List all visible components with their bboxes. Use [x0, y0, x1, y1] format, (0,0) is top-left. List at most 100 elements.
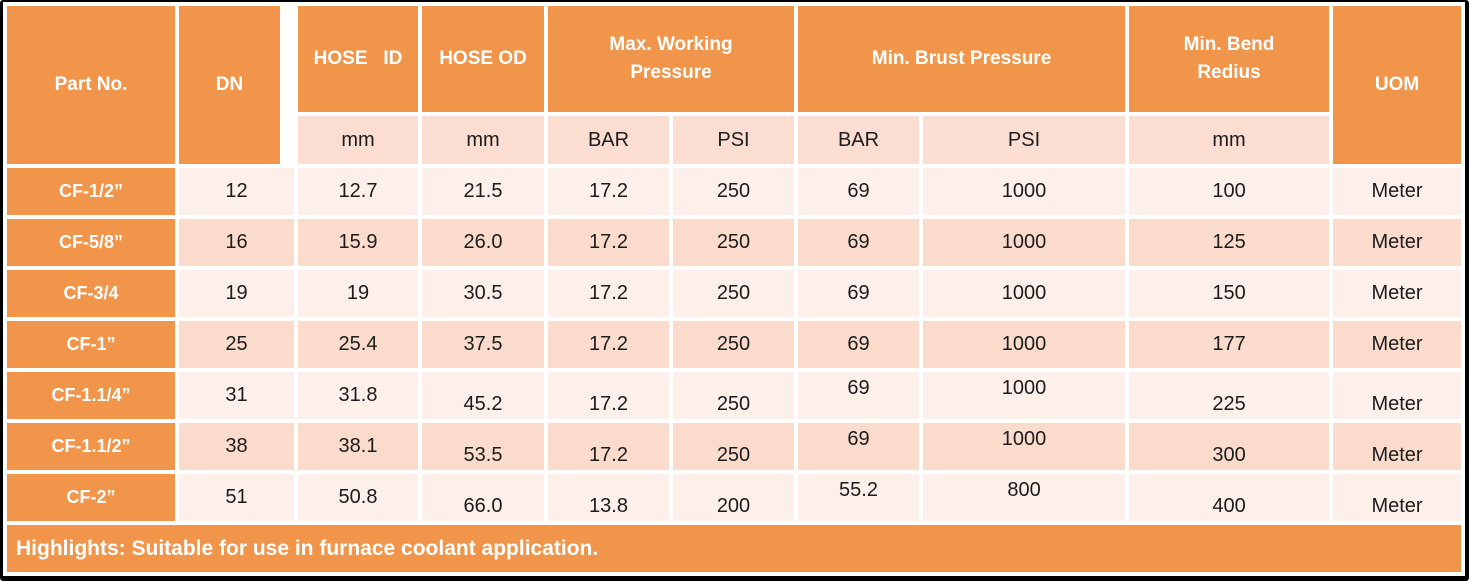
data-cell: 26.0 [422, 219, 544, 266]
col-header-min-brust-pressure: Min. Brust Pressure [798, 6, 1126, 112]
table-footer: Highlights: Suitable for use in furnace … [7, 525, 1462, 572]
data-cell: 53.5 [422, 423, 544, 470]
footer-row: Highlights: Suitable for use in furnace … [7, 525, 1462, 572]
data-cell: 50.8 [298, 474, 418, 521]
data-cell: 100 [1129, 168, 1330, 215]
data-cell: 1000 [923, 270, 1126, 317]
data-cell: Meter [1333, 423, 1462, 470]
part-no-cell: CF-1.1/4” [7, 372, 175, 419]
col-header-uom: UOM [1333, 6, 1462, 164]
unit-mbp-bar: BAR [798, 116, 920, 164]
data-cell: 1000 [923, 372, 1126, 419]
data-cell: 19 [298, 270, 418, 317]
data-cell: 31 [179, 372, 294, 419]
col-header-part-no: Part No. [7, 6, 175, 164]
unit-bend-radius: mm [1129, 116, 1330, 164]
data-cell: 1000 [923, 321, 1126, 368]
part-no-cell: CF-3/4 [7, 270, 175, 317]
data-cell: 1000 [923, 168, 1126, 215]
data-cell: 69 [798, 423, 920, 470]
data-cell: Meter [1333, 270, 1462, 317]
unit-mbp-psi: PSI [923, 116, 1126, 164]
data-cell: 225 [1129, 372, 1330, 419]
data-cell: Meter [1333, 372, 1462, 419]
data-cell: 177 [1129, 321, 1330, 368]
data-cell: 400 [1129, 474, 1330, 521]
data-cell: 38 [179, 423, 294, 470]
data-cell: Meter [1333, 219, 1462, 266]
part-no-cell: CF-2” [7, 474, 175, 521]
header-row: Part No. DN HOSE ID HOSE OD Max. Working… [7, 6, 1462, 164]
data-cell: 69 [798, 219, 920, 266]
part-no-cell: CF-1” [7, 321, 175, 368]
hose-spec-table: Part No. DN HOSE ID HOSE OD Max. Working… [3, 2, 1465, 576]
col-header-min-bend-redius: Min. Bend Redius [1129, 6, 1330, 112]
table-row: CF-5/8” 16 15.9 26.0 17.2 250 69 1000 125 Meter [7, 219, 1462, 266]
data-cell: 45.2 [422, 372, 544, 419]
data-cell: 16 [179, 219, 294, 266]
data-cell: 66.0 [422, 474, 544, 521]
data-cell: 69 [798, 168, 920, 215]
col-header-dn: DN [179, 6, 294, 164]
data-cell: 30.5 [422, 270, 544, 317]
unit-mwp-psi: PSI [673, 116, 795, 164]
table-body: CF-1/2” 12 12.7 21.5 17.2 250 69 1000 100 Meter CF… [7, 168, 1462, 521]
data-cell: 69 [798, 321, 920, 368]
col-header-hose-od: HOSE OD [422, 6, 544, 112]
data-cell: 125 [1129, 219, 1330, 266]
part-no-cell: CF-5/8” [7, 219, 175, 266]
data-cell: Meter [1333, 321, 1462, 368]
col-header-hose-id: HOSE ID [298, 6, 418, 112]
data-cell: 69 [798, 372, 920, 419]
data-cell: 17.2 [548, 423, 669, 470]
table-row: CF-3/4 19 19 30.5 17.2 250 69 1000 150 Meter [7, 270, 1462, 317]
unit-hose-id: mm [298, 116, 418, 164]
data-cell: 17.2 [548, 219, 669, 266]
data-cell: 12.7 [298, 168, 418, 215]
data-cell: 51 [179, 474, 294, 521]
data-cell: 1000 [923, 423, 1126, 470]
unit-hose-od: mm [422, 116, 544, 164]
col-header-max-working-pressure: Max. Working Pressure [548, 6, 795, 112]
data-cell: 15.9 [298, 219, 418, 266]
table-header: Part No. DN HOSE ID HOSE OD Max. Working… [7, 6, 1462, 164]
data-cell: 17.2 [548, 372, 669, 419]
part-no-cell: CF-1.1/2” [7, 423, 175, 470]
data-cell: 200 [673, 474, 795, 521]
data-cell: 250 [673, 372, 795, 419]
table-row: CF-2” 51 50.8 66.0 13.8 200 55.2 800 400 Meter [7, 474, 1462, 521]
data-cell: 17.2 [548, 168, 669, 215]
table-row: CF-1.1/4” 31 31.8 45.2 17.2 250 69 1000 225 Meter [7, 372, 1462, 419]
data-cell: 250 [673, 423, 795, 470]
unit-mwp-bar: BAR [548, 116, 669, 164]
data-cell: 21.5 [422, 168, 544, 215]
data-cell: 38.1 [298, 423, 418, 470]
data-cell: Meter [1333, 168, 1462, 215]
data-cell: Meter [1333, 474, 1462, 521]
highlights-note: Highlights: Suitable for use in furnace … [7, 525, 1462, 572]
data-cell: 17.2 [548, 321, 669, 368]
data-cell: 17.2 [548, 270, 669, 317]
data-cell: 37.5 [422, 321, 544, 368]
data-cell: 250 [673, 219, 795, 266]
data-cell: 55.2 [798, 474, 920, 521]
units-row: mm mm BAR PSI BAR PSI mm [7, 116, 1461, 164]
data-cell: 250 [673, 168, 795, 215]
data-cell: 800 [923, 474, 1126, 521]
part-no-cell: CF-1/2” [7, 168, 175, 215]
table-row: CF-1/2” 12 12.7 21.5 17.2 250 69 1000 100 Meter [7, 168, 1462, 215]
data-cell: 31.8 [298, 372, 418, 419]
data-cell: 25.4 [298, 321, 418, 368]
table-row: CF-1.1/2” 38 38.1 53.5 17.2 250 69 1000 300 Meter [7, 423, 1462, 470]
data-cell: 150 [1129, 270, 1330, 317]
data-cell: 19 [179, 270, 294, 317]
data-cell: 25 [179, 321, 294, 368]
data-cell: 250 [673, 321, 795, 368]
table-row: CF-1” 25 25.4 37.5 17.2 250 69 1000 177 Meter [7, 321, 1462, 368]
data-cell: 300 [1129, 423, 1330, 470]
data-cell: 69 [798, 270, 920, 317]
data-cell: 250 [673, 270, 795, 317]
data-cell: 12 [179, 168, 294, 215]
data-cell: 1000 [923, 219, 1126, 266]
